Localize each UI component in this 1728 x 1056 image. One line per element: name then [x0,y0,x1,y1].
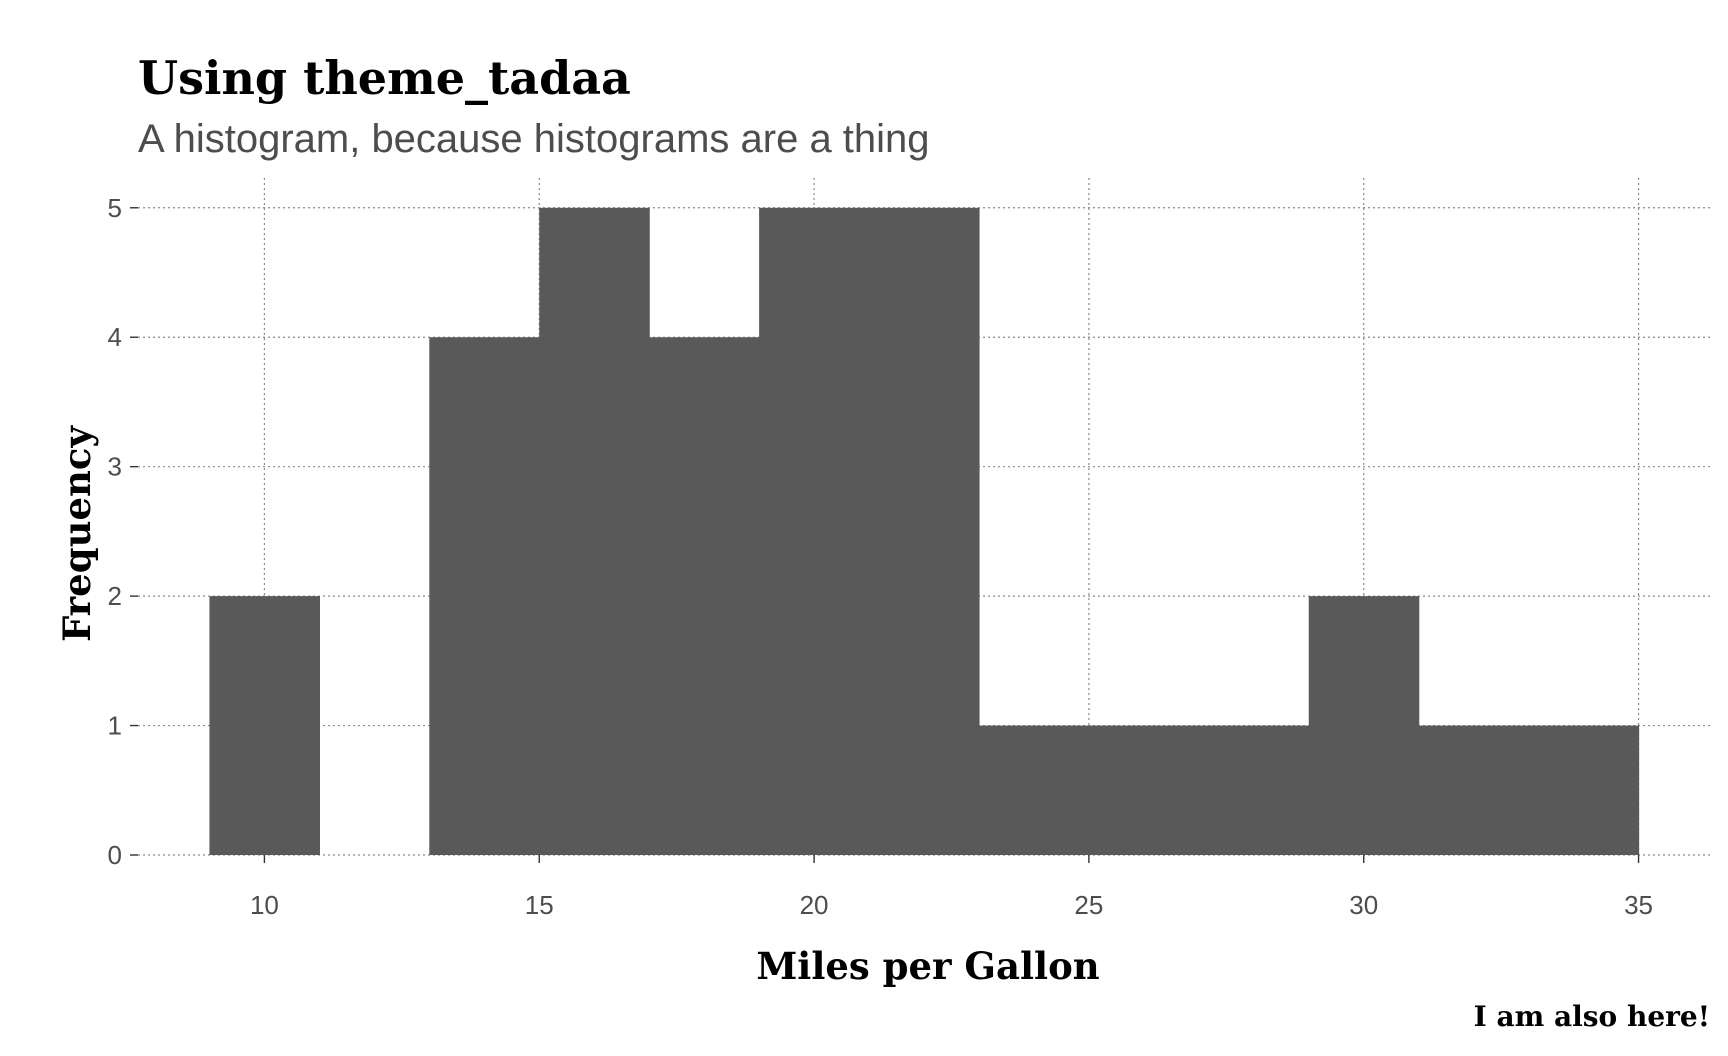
chart-title: Using theme_tadaa [138,51,631,105]
y-tick-label: 5 [108,193,122,223]
x-tick-label: 35 [1624,890,1653,920]
y-tick-label: 2 [108,581,122,611]
histogram-bar [978,725,1090,855]
axes: 0 1 2 3 4 5 10 15 20 25 30 35 [108,193,1653,920]
x-tick-label: 25 [1074,890,1103,920]
histogram-bar [1528,725,1640,855]
histogram-bar [649,337,760,855]
histogram-bar [539,207,650,855]
x-axis-title: Miles per Gallon [756,944,1099,988]
histogram-bar [429,337,540,855]
x-tick-label: 20 [800,890,829,920]
x-tick-label: 15 [525,890,554,920]
histogram-bar [1088,725,1200,855]
histogram-bars [209,207,1640,855]
y-tick-label: 4 [108,322,122,352]
histogram-bar [759,207,870,855]
histogram-bar [869,207,980,855]
y-tick-label: 3 [108,452,122,482]
x-tick-label: 30 [1349,890,1378,920]
histogram-bar [1308,596,1420,855]
x-tick-label: 10 [250,890,279,920]
histogram-bar [1418,725,1530,855]
y-tick-label: 0 [108,840,122,870]
histogram-bar [1198,725,1310,855]
chart-subtitle: A histogram, because histograms are a th… [138,117,930,161]
y-axis-title: Frequency [55,425,99,642]
chart-caption: I am also here! [1474,1000,1710,1033]
y-tick-label: 1 [108,711,122,741]
histogram-bar [209,596,320,855]
